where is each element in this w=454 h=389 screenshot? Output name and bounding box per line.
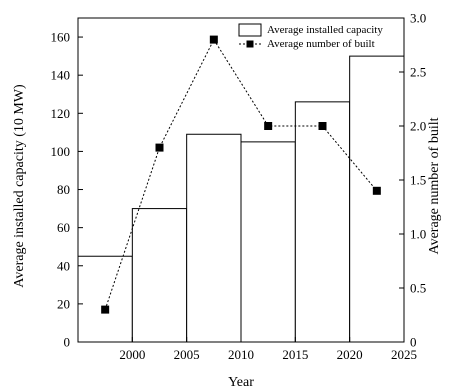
- x-tick-label-3: 2015: [282, 347, 308, 362]
- y-left-tick-label-1: 20: [57, 296, 70, 311]
- x-axis-title: Year: [228, 375, 254, 389]
- y-left-tick-label-0: 0: [64, 335, 71, 350]
- legend-bar-swatch: [238, 23, 262, 37]
- x-tick-label-1: 2005: [174, 347, 200, 362]
- bar-2: [186, 133, 242, 343]
- bar-5: [349, 55, 405, 343]
- y-left-tick-label-6: 120: [51, 106, 71, 121]
- y-right-tick-label-3: 1.5: [410, 173, 426, 188]
- y-left-tick-label-2: 40: [57, 258, 70, 273]
- y-right-tick-label-0: 0: [410, 335, 417, 350]
- legend: Average installed capacity Average numbe…: [238, 23, 383, 50]
- legend-line-label: Average number of built: [267, 38, 375, 50]
- line-point-5: [372, 186, 381, 195]
- ticks-layer: 2000 2005 2010 2015 2020 20250204060801001201…: [51, 11, 427, 363]
- x-tick-label-4: 2020: [337, 347, 363, 362]
- y-axis-left-title: Average installed capacity (10 MW): [12, 84, 27, 288]
- y-left-tick-label-5: 100: [51, 144, 71, 159]
- legend-bar-label: Average installed capacity: [267, 24, 383, 36]
- y-left-tick-label-4: 80: [57, 182, 70, 197]
- y-right-tick-label-5: 2.5: [410, 65, 426, 80]
- bar-1: [131, 208, 188, 343]
- x-tick-label-2: 2010: [228, 347, 254, 362]
- y-left-tick-label-3: 60: [57, 220, 70, 235]
- y-right-tick-label-2: 1.0: [410, 227, 426, 242]
- bar-3: [240, 141, 296, 343]
- line-point-2: [209, 35, 218, 44]
- y-left-tick-label-8: 160: [51, 30, 71, 45]
- bar-4: [294, 101, 351, 343]
- y-left-tick-label-7: 140: [51, 68, 71, 83]
- y-axis-right-title: Average number of built: [427, 117, 442, 254]
- line-point-0: [101, 305, 110, 314]
- bar-0: [77, 255, 133, 343]
- y-right-tick-label-4: 2.0: [410, 119, 426, 134]
- line-series-layer: [101, 35, 381, 314]
- line-point-1: [155, 143, 164, 152]
- bars-layer: [77, 55, 405, 343]
- line-point-3: [264, 122, 273, 130]
- x-tick-label-5: 2025: [391, 347, 417, 362]
- x-tick-label-0: 2000: [119, 347, 145, 362]
- legend-line-marker: [246, 40, 254, 48]
- y-right-tick-label-1: 0.5: [410, 281, 426, 296]
- line-point-4: [318, 122, 327, 130]
- y-right-tick-label-6: 3.0: [410, 11, 426, 26]
